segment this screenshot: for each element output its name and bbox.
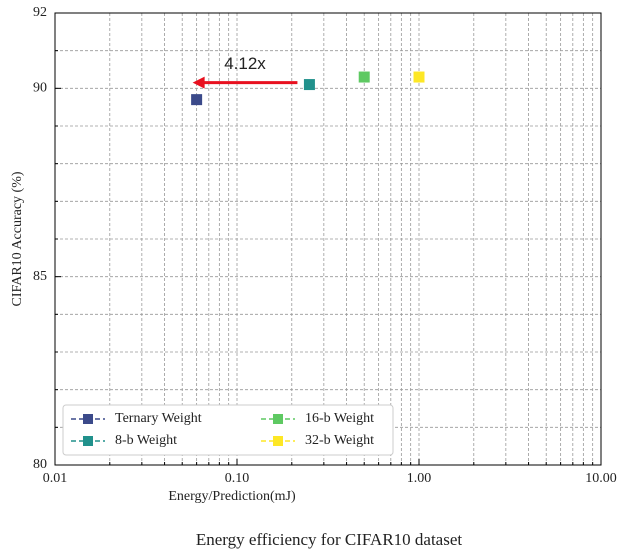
y-tick-label: 92 xyxy=(33,5,47,20)
legend: Ternary Weight 8-b Weight 16-b Weight 32-b … xyxy=(62,404,394,456)
x-tick-label: 1.00 xyxy=(407,471,432,486)
legend-label: 32-b Weight xyxy=(305,433,374,448)
legend-marker xyxy=(83,414,93,424)
point xyxy=(191,94,203,106)
legend-label: 8-b Weight xyxy=(115,433,177,448)
legend-marker xyxy=(273,414,283,424)
y-tick-label: 80 xyxy=(33,457,47,472)
y-tick-label: 90 xyxy=(33,81,47,96)
y-axis-label: CIFAR10 Accuracy (%) xyxy=(10,171,25,306)
point xyxy=(303,79,315,91)
point xyxy=(413,71,425,83)
point xyxy=(358,71,370,83)
legend-label: Ternary Weight xyxy=(115,411,202,426)
plot-frame xyxy=(54,12,602,466)
y-tick-label: 85 xyxy=(33,269,47,284)
legend-marker xyxy=(273,436,283,446)
x-axis-label: Energy/Prediction(mJ) xyxy=(168,489,296,504)
annotation-arrowhead xyxy=(192,76,205,89)
legend-frame xyxy=(62,404,394,456)
legend-marker xyxy=(83,436,93,446)
caption: Energy efficiency for CIFAR10 dataset xyxy=(196,530,463,549)
x-tick-label: 0.01 xyxy=(43,471,68,486)
x-tick-label: 10.00 xyxy=(585,471,617,486)
legend-label: 16-b Weight xyxy=(305,411,374,426)
annotation: 4.12x xyxy=(224,54,266,73)
x-tick-label: 0.10 xyxy=(225,471,250,486)
